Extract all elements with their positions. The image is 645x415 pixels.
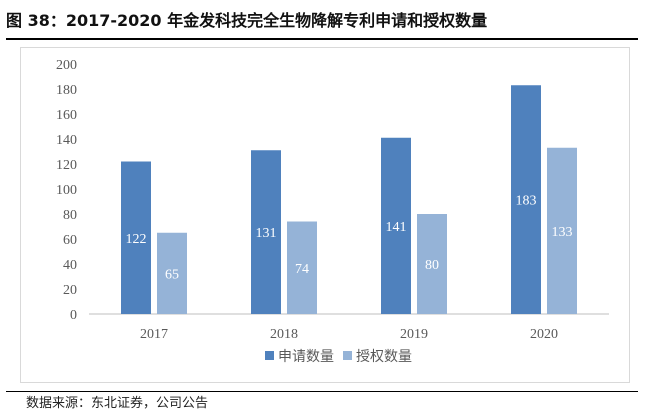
x-axis-ticks: 2017 2018 2019 2020 (140, 327, 558, 342)
y-tick-label: 160 (56, 108, 77, 123)
x-tick-label: 2020 (530, 327, 558, 342)
bar-applications-2017 (121, 161, 151, 314)
y-tick-label: 0 (70, 308, 77, 323)
figure-title: 图 38：2017-2020 年金发科技完全生物降解专利申请和授权数量 (6, 11, 488, 30)
title-rule (6, 38, 638, 40)
data-label: 141 (386, 220, 407, 235)
bar-grants-2020 (547, 147, 577, 314)
data-label: 131 (256, 226, 277, 241)
data-label: 80 (425, 258, 439, 273)
bar-grants-2018 (287, 221, 317, 314)
bar-grants-2019 (417, 214, 447, 314)
y-tick-label: 180 (56, 83, 77, 98)
x-tick-label: 2018 (270, 327, 298, 342)
bar-grants-2017 (157, 232, 187, 314)
data-label: 183 (516, 194, 537, 209)
bar-applications-2018 (251, 150, 281, 314)
data-label: 122 (126, 232, 147, 247)
bottom-rule (6, 391, 638, 392)
y-tick-label: 120 (56, 158, 77, 173)
y-tick-label: 80 (63, 208, 77, 223)
y-tick-label: 140 (56, 133, 77, 148)
y-tick-label: 40 (63, 258, 77, 273)
data-label: 65 (165, 267, 179, 282)
chart-frame: 0 20 40 60 80 100 120 140 160 180 200 122 65 131 74 14… (20, 47, 630, 383)
data-label: 74 (295, 262, 309, 277)
legend: 申请数量 授权数量 (265, 349, 412, 365)
legend-swatch (265, 351, 274, 360)
y-tick-label: 200 (56, 58, 77, 73)
x-tick-label: 2017 (140, 327, 168, 342)
y-axis-ticks: 0 20 40 60 80 100 120 140 160 180 200 (56, 58, 77, 323)
legend-swatch (343, 351, 352, 360)
x-tick-label: 2019 (400, 327, 428, 342)
bar-chart: 0 20 40 60 80 100 120 140 160 180 200 122 65 131 74 14… (56, 58, 609, 365)
legend-label: 授权数量 (356, 349, 412, 365)
legend-label: 申请数量 (278, 349, 334, 365)
bar-applications-2019 (381, 137, 411, 314)
y-tick-label: 20 (63, 283, 77, 298)
bar-applications-2020 (511, 85, 541, 314)
bars: 122 65 131 74 141 80 183 133 (121, 85, 577, 314)
y-tick-label: 60 (63, 233, 77, 248)
data-label: 133 (552, 225, 573, 240)
y-tick-label: 100 (56, 183, 77, 198)
source-note: 数据来源：东北证券，公司公告 (26, 396, 209, 411)
